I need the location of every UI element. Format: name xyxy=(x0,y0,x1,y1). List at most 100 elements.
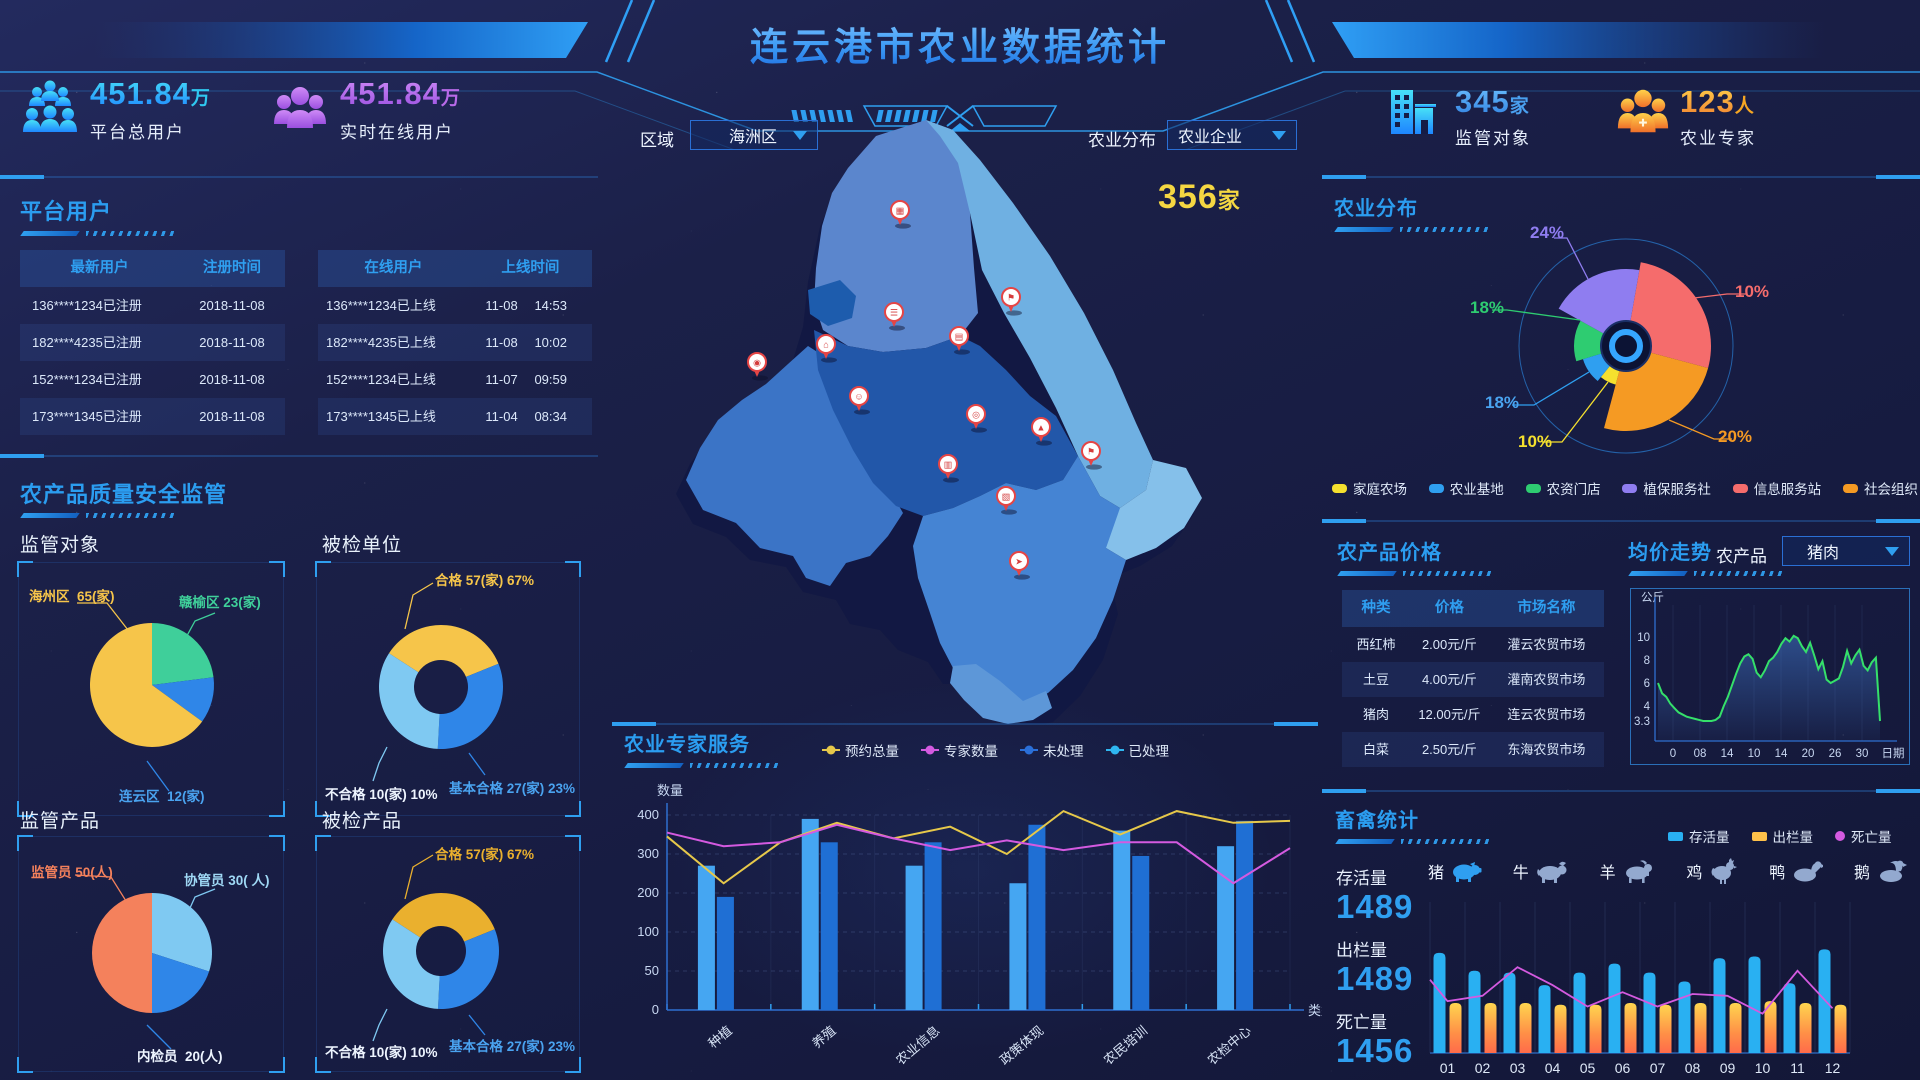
map-region-patch[interactable] xyxy=(808,280,856,326)
animal-item-duck[interactable]: 鸭 xyxy=(1769,858,1824,884)
col-header: 最新用户 xyxy=(70,260,129,276)
legend-item[interactable]: 专家数量 xyxy=(921,740,998,760)
svg-text:0: 0 xyxy=(1670,748,1676,760)
map-pin[interactable]: ▦ xyxy=(890,200,911,229)
page-title: 连云港市农业数据统计 xyxy=(0,16,1920,71)
map-pin[interactable]: ⚑ xyxy=(1001,287,1022,316)
distribution-title: 农业分布 xyxy=(1334,198,1418,220)
legend-item[interactable]: 信息服务站 xyxy=(1732,478,1821,498)
animal-item-goose[interactable]: 鹅 xyxy=(1854,858,1908,884)
supervision-title: 农产品质量安全监管 xyxy=(20,482,228,507)
chevron-down-icon xyxy=(793,130,807,140)
right-divider-2 xyxy=(1322,519,1920,523)
legend-item[interactable]: 存活量 xyxy=(1668,826,1730,846)
svg-text:▧: ▧ xyxy=(1002,492,1011,502)
online-table-header: 在线用户 上线时间 xyxy=(318,250,592,287)
cell: 11-07 xyxy=(485,372,518,387)
map-pin[interactable]: ▥ xyxy=(938,454,959,483)
chicken-icon xyxy=(1711,858,1738,884)
legend-item[interactable]: 农资门店 xyxy=(1525,478,1601,498)
livestock-chart[interactable]: 01 02 03 04 05 06 07 08 09 10 11 12 xyxy=(1420,895,1920,1080)
goat-icon xyxy=(1625,860,1652,883)
legend-item[interactable]: 死亡量 xyxy=(1835,826,1892,846)
pie-title-checked-product: 被检产品 xyxy=(322,811,403,832)
map-pin[interactable]: ☰ xyxy=(884,302,905,331)
distribution-rose-chart[interactable] xyxy=(1322,188,1920,473)
svg-text:01: 01 xyxy=(1440,1060,1456,1076)
pie-label: 不合格 10(家) 10% xyxy=(325,1045,438,1060)
product-select[interactable]: 猪肉 xyxy=(1782,536,1910,566)
platform-users-title: 平台用户 xyxy=(20,199,113,224)
map-region-southeast[interactable] xyxy=(913,456,1126,703)
prices-table-header: 种类 价格 市场名称 xyxy=(1342,590,1604,627)
prices-title-deco xyxy=(1337,570,1491,576)
checked-product-donut[interactable] xyxy=(317,837,579,1071)
animal-item-pig[interactable]: 猪 xyxy=(1428,858,1482,884)
cell: 11-08 xyxy=(485,335,518,350)
legend-item[interactable]: 植保服务社 xyxy=(1622,478,1711,498)
supervised-objects-icon xyxy=(1391,90,1436,134)
table-row: 182****4235已注册 2018-11-08 xyxy=(20,324,285,361)
map-pin[interactable]: ⌂ xyxy=(816,334,837,363)
pie-label: 基本合格 27(家) 23% xyxy=(449,781,576,796)
animal-label: 猪 xyxy=(1428,865,1445,882)
map-region-south[interactable] xyxy=(950,664,1052,724)
svg-text:50: 50 xyxy=(645,963,659,978)
cell: 10:02 xyxy=(534,335,567,350)
svg-text:6: 6 xyxy=(1644,678,1650,690)
svg-text:02: 02 xyxy=(1475,1060,1491,1076)
rose-percent: 24% xyxy=(1529,223,1565,242)
svg-text:14: 14 xyxy=(1721,748,1734,760)
pie-label: 海州区 65(家) xyxy=(29,589,115,604)
left-divider-2 xyxy=(0,454,598,458)
map-region-coast[interactable] xyxy=(926,120,1153,508)
map-pin[interactable]: ➤ xyxy=(1009,551,1030,580)
pie-title-supervision-product: 监管产品 xyxy=(20,811,101,832)
checked-unit-box: 合格 57(家) 67% 不合格 10(家) 10% 基本合格 27(家) 23… xyxy=(315,561,581,817)
svg-text:07: 07 xyxy=(1650,1060,1666,1076)
region-map[interactable]: ▦ ⚑ ☰ ⌂ ▤ ◉ ☺ ◎ ▲ ⚑ ▥ ▧ ➤ xyxy=(608,108,1322,724)
platform-users-unit: 万 xyxy=(190,88,211,109)
cell: 2018-11-08 xyxy=(199,372,265,387)
legend-item[interactable]: 已处理 xyxy=(1105,740,1169,760)
map-region-coast-tail[interactable] xyxy=(1100,460,1202,560)
map-pin[interactable]: ◉ xyxy=(747,352,768,381)
death-label: 死亡量 xyxy=(1336,1013,1387,1032)
map-pin[interactable]: ▧ xyxy=(996,486,1017,515)
expert-service-chart[interactable]: 0 50 100 200 300 400 数量类型种植 养殖 农业信息 政策体现 农民培训 农检中心 xyxy=(608,725,1322,1080)
map-region-center[interactable] xyxy=(814,330,1078,516)
map-pin[interactable]: ☺ xyxy=(849,386,870,415)
cell: 灌南农贸市场 xyxy=(1507,672,1586,687)
legend-item[interactable]: 出栏量 xyxy=(1751,826,1813,846)
supervision-target-pie[interactable] xyxy=(19,563,283,815)
legend-item[interactable]: 家庭农场 xyxy=(1332,478,1407,498)
legend-item[interactable]: 农业基地 xyxy=(1428,478,1504,498)
animal-item-goat[interactable]: 羊 xyxy=(1600,858,1656,884)
animal-item-ox[interactable]: 牛 xyxy=(1513,858,1569,884)
region-select[interactable]: 海洲区 xyxy=(690,120,818,150)
svg-text:政策体现: 政策体现 xyxy=(997,1023,1046,1068)
map-region-north[interactable] xyxy=(814,120,978,352)
cell: 173****1345已注册 xyxy=(32,409,142,424)
rose-percent: 18% xyxy=(1469,298,1505,317)
svg-text:◉: ◉ xyxy=(753,358,761,368)
legend-item[interactable]: 未处理 xyxy=(1020,740,1084,760)
map-pin[interactable]: ▤ xyxy=(949,326,970,355)
legend-item[interactable]: 预约总量 xyxy=(822,740,899,760)
svg-text:⚑: ⚑ xyxy=(1007,293,1015,303)
pie-label: 内检员 20(人) xyxy=(137,1049,223,1064)
map-pin[interactable]: ▲ xyxy=(1031,417,1052,446)
checked-unit-donut[interactable] xyxy=(317,563,579,815)
price-trend-chart[interactable]: 0 08 14 10 14 20 26 30 日期 3.3 4 6 8 10 公斤 xyxy=(1631,589,1909,764)
supervision-title-deco xyxy=(20,512,174,518)
map-pin[interactable]: ⚑ xyxy=(1081,441,1102,470)
svg-text:⌂: ⌂ xyxy=(823,340,828,350)
map-pin[interactable]: ◎ xyxy=(966,404,987,433)
svg-text:农业信息: 农业信息 xyxy=(893,1023,942,1068)
platform-users-icon xyxy=(23,80,77,132)
legend-item[interactable]: 社会组织 xyxy=(1842,478,1918,498)
dist-select[interactable]: 农业企业 xyxy=(1167,120,1297,150)
supervision-product-pie[interactable] xyxy=(19,837,283,1071)
animal-item-chicken[interactable]: 鸡 xyxy=(1686,858,1738,884)
col-header: 市场名称 xyxy=(1517,600,1576,616)
